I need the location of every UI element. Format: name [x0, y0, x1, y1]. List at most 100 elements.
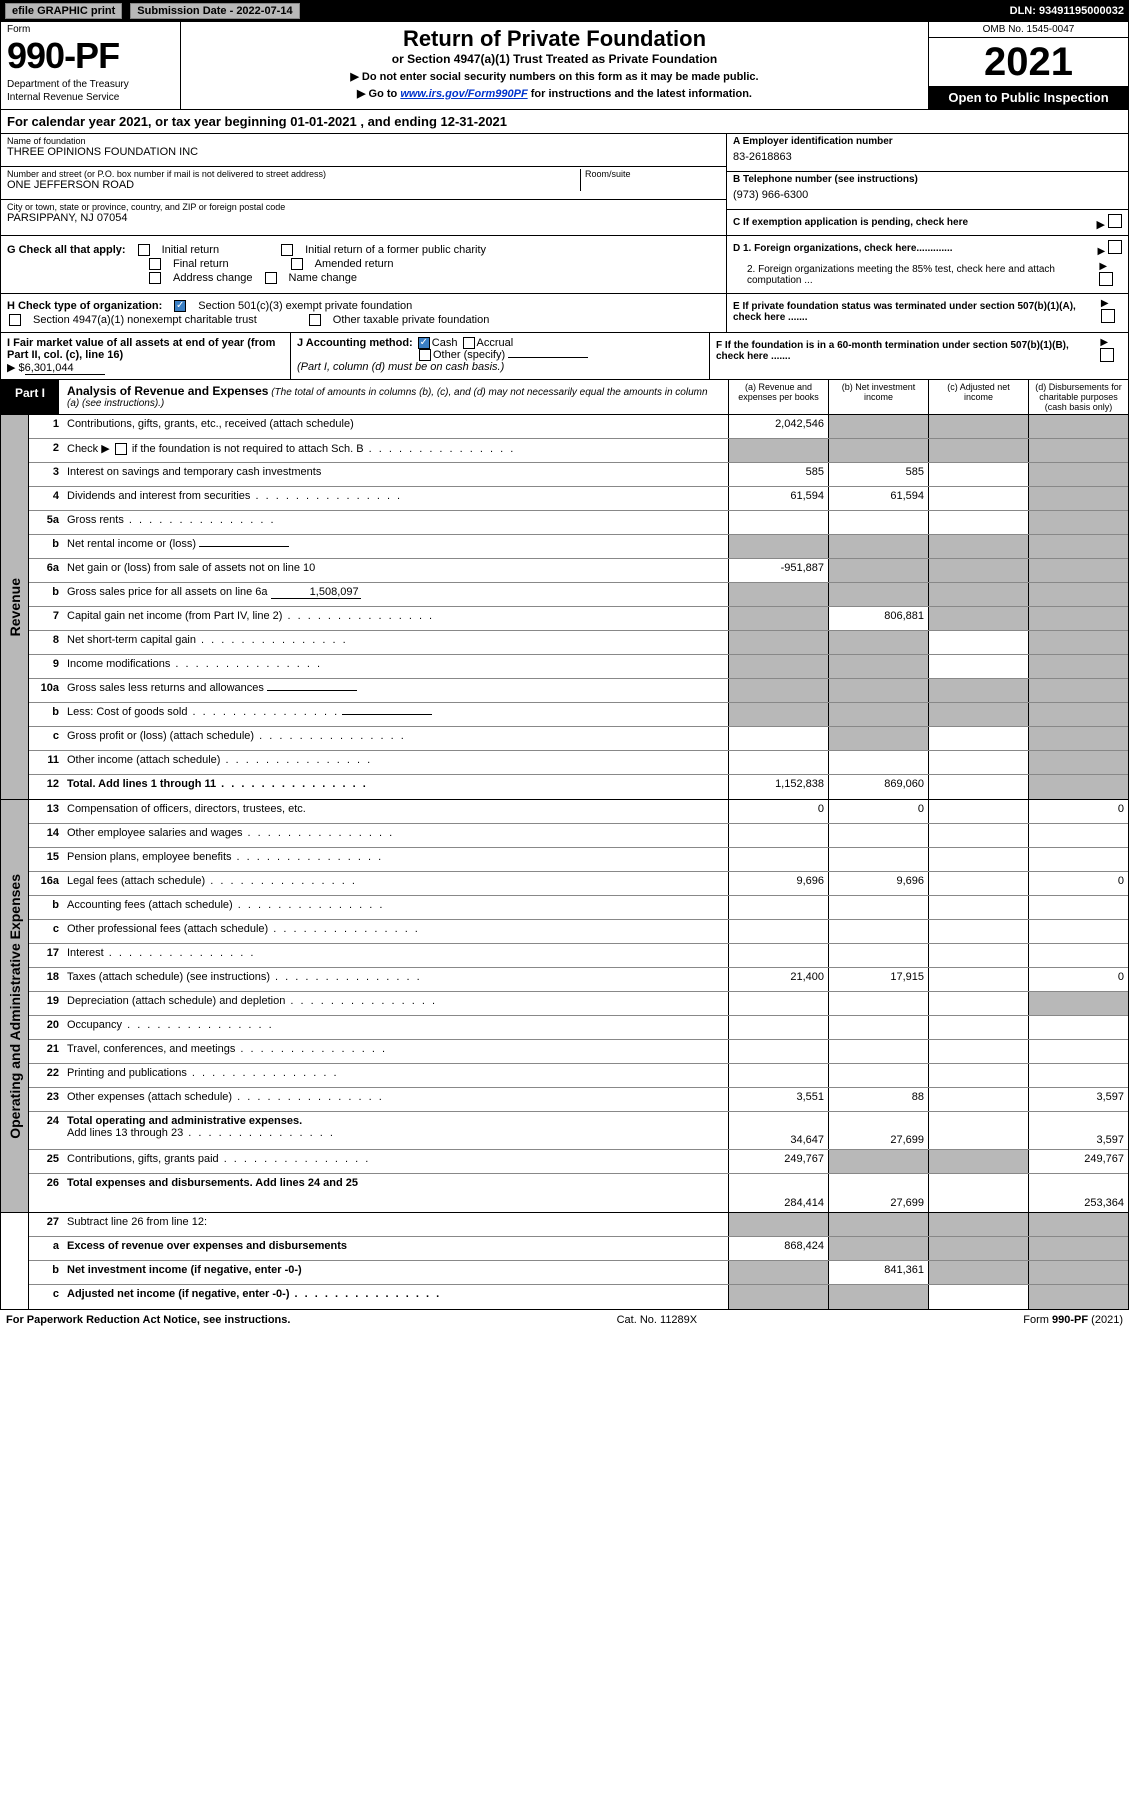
- row-27-c: [928, 1213, 1028, 1236]
- row-12-a: 1,152,838: [728, 775, 828, 799]
- row-7-b: 806,881: [828, 607, 928, 630]
- part1-title: Analysis of Revenue and Expenses: [67, 384, 268, 398]
- cal-year-begin: 01-01-2021: [290, 114, 357, 129]
- row-15-c: [928, 848, 1028, 871]
- row-21-d: [1028, 1040, 1128, 1063]
- net-table: 27Subtract line 26 from line 12: aExcess…: [0, 1213, 1129, 1310]
- row-6a-label: Net gain or (loss) from sale of assets n…: [65, 559, 728, 582]
- row-21-label: Travel, conferences, and meetings: [65, 1040, 728, 1063]
- row-16c-num: c: [29, 920, 65, 943]
- row-22-label: Printing and publications: [65, 1064, 728, 1087]
- row-20-a: [728, 1016, 828, 1039]
- c-checkbox[interactable]: [1108, 214, 1122, 228]
- row-10c-num: c: [29, 727, 65, 750]
- efile-button[interactable]: efile GRAPHIC print: [5, 3, 122, 19]
- row-20-c: [928, 1016, 1028, 1039]
- irs-link[interactable]: www.irs.gov/Form990PF: [400, 88, 527, 100]
- cal-year-mid: , and ending: [357, 114, 441, 129]
- row-24-b: 27,699: [828, 1112, 928, 1149]
- row-15-a: [728, 848, 828, 871]
- row-21-num: 21: [29, 1040, 65, 1063]
- d2-checkbox[interactable]: [1099, 272, 1113, 286]
- row-10b-num: b: [29, 703, 65, 726]
- row-6a-c: [928, 559, 1028, 582]
- i-value: 6,301,044: [25, 362, 105, 375]
- row-10c-a: [728, 727, 828, 750]
- row-24-c: [928, 1112, 1028, 1149]
- ij-row: I Fair market value of all assets at end…: [0, 333, 1129, 380]
- row-10b-input[interactable]: [342, 714, 432, 715]
- footer-left: For Paperwork Reduction Act Notice, see …: [6, 1314, 290, 1326]
- col-d-header: (d) Disbursements for charitable purpose…: [1028, 380, 1128, 414]
- row-27c-b: [828, 1285, 928, 1309]
- i-val-pre: ▶ $: [7, 362, 25, 374]
- row-20-num: 20: [29, 1016, 65, 1039]
- row-20-b: [828, 1016, 928, 1039]
- row-4-c: [928, 487, 1028, 510]
- row-27c-num: c: [29, 1285, 65, 1309]
- net-side: [1, 1213, 29, 1309]
- row-10c-c: [928, 727, 1028, 750]
- row-5b-b: [828, 535, 928, 558]
- h-row: H Check type of organization: Section 50…: [0, 294, 1129, 333]
- row-17-c: [928, 944, 1028, 967]
- row-14-label: Other employee salaries and wages: [65, 824, 728, 847]
- row-16c-label: Other professional fees (attach schedule…: [65, 920, 728, 943]
- cal-year-end: 12-31-2021: [441, 114, 508, 129]
- initial-former-checkbox[interactable]: [281, 244, 293, 256]
- row-19-b: [828, 992, 928, 1015]
- d2-label: 2. Foreign organizations meeting the 85%…: [733, 264, 1095, 286]
- row-10c-d: [1028, 727, 1128, 750]
- row-5b-label: Net rental income or (loss): [65, 535, 728, 558]
- instr-1: ▶ Do not enter social security numbers o…: [189, 70, 920, 83]
- row-15-b: [828, 848, 928, 871]
- row-7-d: [1028, 607, 1128, 630]
- row-10a-input[interactable]: [267, 690, 357, 691]
- row-16c-a: [728, 920, 828, 943]
- other-taxable-checkbox[interactable]: [309, 314, 321, 326]
- address-change-checkbox[interactable]: [149, 272, 161, 284]
- row-23-a: 3,551: [728, 1088, 828, 1111]
- row-5b-input[interactable]: [199, 546, 289, 547]
- name-change-checkbox[interactable]: [265, 272, 277, 284]
- 501c3-checkbox[interactable]: [174, 300, 186, 312]
- row-5a-c: [928, 511, 1028, 534]
- row-12-label: Total. Add lines 1 through 11: [65, 775, 728, 799]
- row-19-a: [728, 992, 828, 1015]
- row-18-d: 0: [1028, 968, 1128, 991]
- row-21-c: [928, 1040, 1028, 1063]
- room-label: Room/suite: [585, 169, 720, 179]
- row-9-d: [1028, 655, 1128, 678]
- row-13-b: 0: [828, 800, 928, 823]
- other-method-checkbox[interactable]: [419, 349, 431, 361]
- row-16c-c: [928, 920, 1028, 943]
- 4947a1-checkbox[interactable]: [9, 314, 21, 326]
- row-9-a: [728, 655, 828, 678]
- other-method-input[interactable]: [508, 357, 588, 358]
- initial-return-checkbox[interactable]: [138, 244, 150, 256]
- row-9-label: Income modifications: [65, 655, 728, 678]
- d1-checkbox[interactable]: [1108, 240, 1122, 254]
- row-16a-label: Legal fees (attach schedule): [65, 872, 728, 895]
- row-27b-b: 841,361: [828, 1261, 928, 1284]
- row-3-c: [928, 463, 1028, 486]
- cal-year-pre: For calendar year 2021, or tax year begi…: [7, 114, 290, 129]
- instr-2-post: for instructions and the latest informat…: [528, 88, 752, 100]
- info-block: Name of foundation THREE OPINIONS FOUNDA…: [0, 134, 1129, 236]
- part1-header: Part I Analysis of Revenue and Expenses …: [0, 380, 1129, 415]
- f-checkbox[interactable]: [1100, 348, 1114, 362]
- cash-checkbox[interactable]: [418, 337, 430, 349]
- row-5b-num: b: [29, 535, 65, 558]
- final-return-label: Final return: [173, 258, 229, 270]
- schb-checkbox[interactable]: [115, 443, 127, 455]
- final-return-checkbox[interactable]: [149, 258, 161, 270]
- row-16a-d: 0: [1028, 872, 1128, 895]
- accrual-checkbox[interactable]: [463, 337, 475, 349]
- row-27-a: [728, 1213, 828, 1236]
- e-checkbox[interactable]: [1101, 309, 1115, 323]
- name-label: Name of foundation: [7, 136, 720, 146]
- row-16a-c: [928, 872, 1028, 895]
- amended-return-checkbox[interactable]: [291, 258, 303, 270]
- row-3-b: 585: [828, 463, 928, 486]
- row-1-c: [928, 415, 1028, 438]
